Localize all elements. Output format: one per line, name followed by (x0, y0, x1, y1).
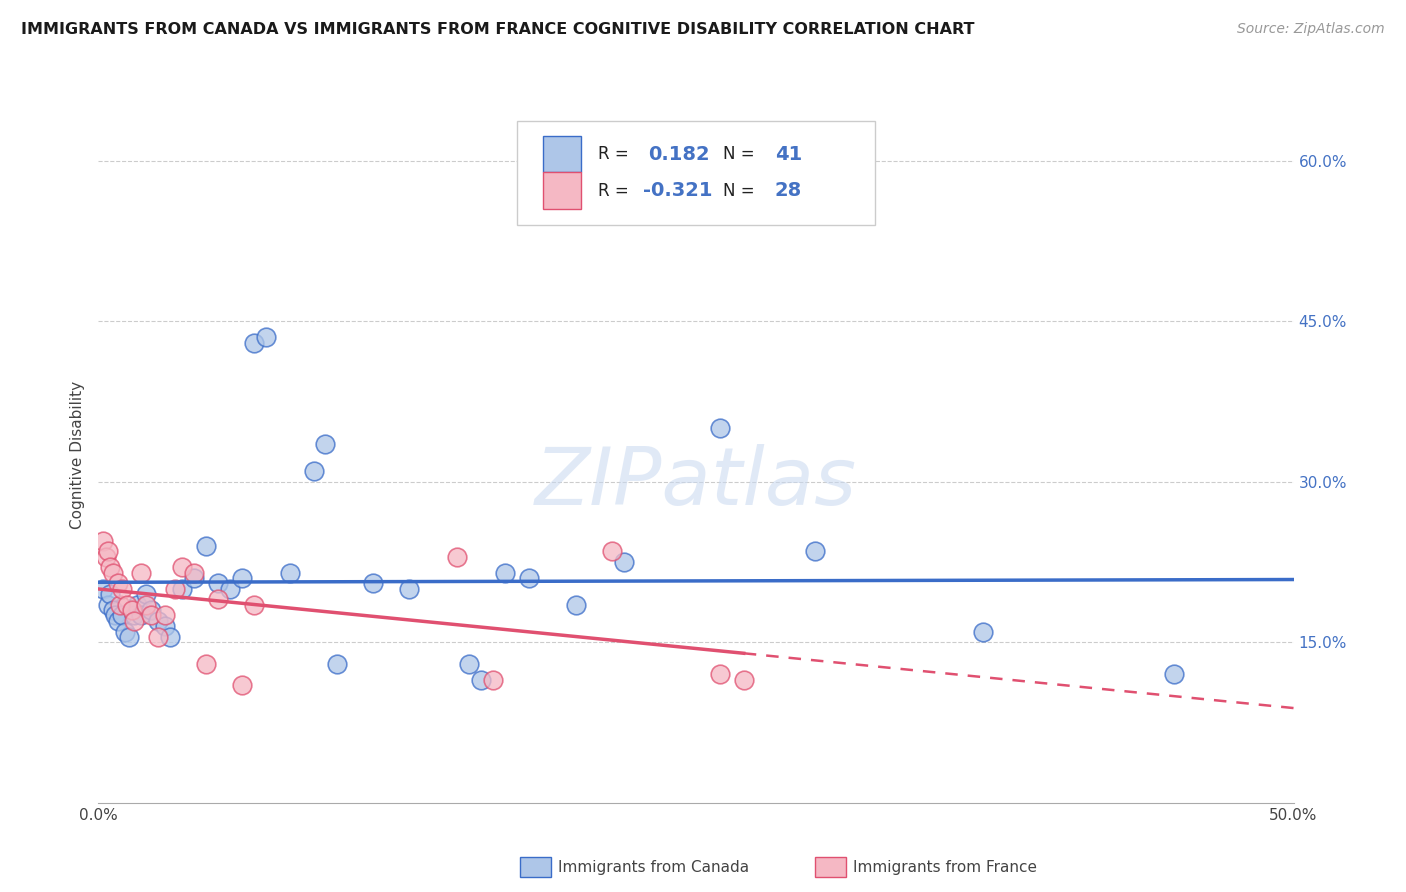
Point (155, 608, 177, 623)
Text: 0.182: 0.182 (648, 145, 710, 164)
Point (111, 608, 134, 623)
Point (121, 603, 143, 617)
Point (470, 673, 492, 687)
Point (107, 576, 129, 591)
Point (194, 657, 218, 671)
Point (517, 571, 540, 585)
Point (494, 566, 516, 580)
FancyBboxPatch shape (517, 121, 875, 226)
Text: -0.321: -0.321 (644, 181, 713, 200)
Point (97, 544, 120, 558)
Point (97, 598, 120, 612)
Point (111, 582, 134, 596)
Point (315, 437, 337, 451)
Point (91, 533, 114, 548)
Point (91, 582, 114, 596)
Point (398, 582, 420, 596)
Point (183, 571, 205, 585)
Point (972, 624, 994, 639)
Point (148, 614, 170, 628)
Point (139, 603, 162, 617)
Point (446, 549, 468, 564)
Point (804, 544, 827, 558)
Point (155, 619, 177, 633)
Text: R =: R = (598, 145, 634, 163)
Point (131, 608, 153, 623)
Point (207, 592, 229, 607)
Point (124, 614, 146, 628)
Text: 41: 41 (775, 145, 801, 164)
Point (172, 560, 194, 574)
Point (135, 587, 157, 601)
Point (94, 549, 117, 564)
FancyBboxPatch shape (543, 172, 581, 209)
Point (613, 555, 636, 569)
Y-axis label: Cognitive Disability: Cognitive Disability (70, 381, 86, 529)
Point (183, 566, 205, 580)
Point (231, 571, 253, 585)
Point (125, 598, 148, 612)
Point (602, 544, 624, 558)
Point (107, 614, 129, 628)
Point (135, 598, 157, 612)
Point (124, 608, 146, 623)
Point (254, 330, 277, 344)
Text: ZIPatlas: ZIPatlas (534, 443, 858, 522)
Point (114, 624, 136, 639)
Point (207, 576, 229, 591)
Point (565, 598, 588, 612)
Point (219, 582, 242, 596)
Point (108, 598, 131, 612)
Text: IMMIGRANTS FROM CANADA VS IMMIGRANTS FROM FRANCE COGNITIVE DISABILITY CORRELATIO: IMMIGRANTS FROM CANADA VS IMMIGRANTS FRO… (21, 22, 974, 37)
Point (278, 566, 301, 580)
Text: Source: ZipAtlas.com: Source: ZipAtlas.com (1237, 22, 1385, 37)
FancyBboxPatch shape (543, 136, 581, 172)
Point (139, 608, 162, 623)
Point (481, 673, 505, 687)
Point (101, 603, 124, 617)
Point (733, 673, 755, 687)
Point (231, 678, 253, 692)
Point (98, 587, 122, 601)
Point (159, 630, 181, 644)
Point (709, 667, 731, 681)
Point (163, 582, 186, 596)
Point (115, 598, 138, 612)
Text: N =: N = (724, 182, 761, 200)
Point (194, 539, 218, 553)
Point (243, 335, 266, 350)
Text: R =: R = (598, 182, 634, 200)
Point (131, 566, 153, 580)
Point (709, 421, 731, 435)
Point (243, 598, 266, 612)
Point (1163, 667, 1185, 681)
Point (148, 630, 170, 644)
Point (458, 657, 481, 671)
Point (326, 657, 349, 671)
Text: Immigrants from France: Immigrants from France (853, 860, 1038, 874)
Point (363, 576, 385, 591)
Point (302, 464, 325, 478)
Point (104, 608, 127, 623)
Text: N =: N = (724, 145, 761, 163)
Point (118, 630, 141, 644)
Point (172, 582, 194, 596)
Point (101, 566, 124, 580)
Point (98, 560, 122, 574)
Text: Immigrants from Canada: Immigrants from Canada (558, 860, 749, 874)
Text: 28: 28 (775, 181, 801, 200)
